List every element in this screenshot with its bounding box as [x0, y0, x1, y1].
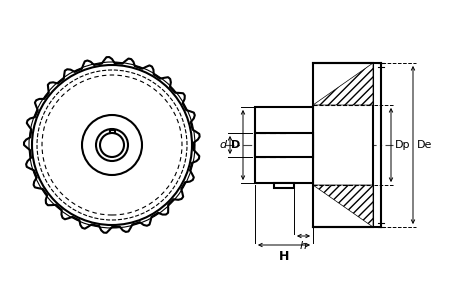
Text: D: D: [231, 140, 240, 150]
Text: h: h: [300, 241, 307, 251]
Text: Dp: Dp: [395, 140, 410, 150]
Bar: [255, 107, 313, 183]
Text: d: d: [220, 140, 227, 150]
Text: H: H: [279, 250, 289, 263]
Text: De: De: [417, 140, 432, 150]
Bar: [255, 133, 313, 157]
Bar: [274, 183, 294, 188]
Polygon shape: [313, 63, 373, 105]
Bar: [313, 63, 373, 227]
Polygon shape: [313, 185, 373, 227]
